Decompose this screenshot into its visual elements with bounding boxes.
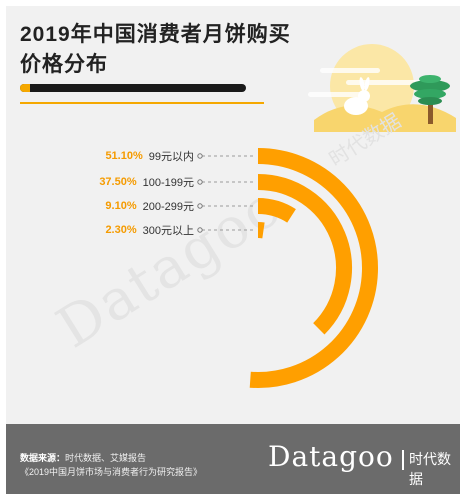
value-label: 51.10% bbox=[105, 150, 143, 162]
category-label-3: 2.30% 300元以上 bbox=[105, 222, 194, 238]
title-rule bbox=[20, 102, 264, 104]
category-label-1: 37.50% 100-199元 bbox=[99, 174, 194, 190]
report-name: 《2019中国月饼市场与消费者行为研究报告》 bbox=[20, 467, 203, 477]
category-name: 300元以上 bbox=[142, 225, 194, 237]
source-label: 数据来源： bbox=[20, 453, 66, 463]
value-label: 37.50% bbox=[99, 176, 137, 188]
source-line: 数据来源：时代数据、艾媒报告 bbox=[20, 451, 146, 464]
leader-dot-2 bbox=[197, 203, 203, 209]
chart-title: 2019年中国消费者月饼购买价格分布 bbox=[20, 23, 291, 76]
category-name: 200-299元 bbox=[142, 201, 194, 213]
chart-card: 2019年中国消费者月饼购买价格分布 Datagoo 时代数据 51.10% 99… bbox=[6, 6, 460, 424]
arc-bar-2 bbox=[257, 198, 296, 223]
brand-divider bbox=[402, 450, 404, 470]
arc-bar-0 bbox=[249, 148, 378, 388]
leader-dot-3 bbox=[197, 227, 203, 233]
rabbit-icon bbox=[344, 77, 370, 115]
leader-dot-1 bbox=[197, 179, 203, 185]
value-label: 2.30% bbox=[105, 224, 137, 236]
category-label-0: 51.10% 99元以内 bbox=[105, 148, 194, 164]
category-label-2: 9.10% 200-299元 bbox=[105, 198, 194, 214]
brand-cn: 时代数据 bbox=[409, 451, 451, 487]
arc-bar-1 bbox=[257, 174, 352, 335]
radial-bar-chart bbox=[197, 148, 378, 388]
category-name: 99元以内 bbox=[148, 151, 194, 163]
footer: 数据来源：时代数据、艾媒报告 《2019中国月饼市场与消费者行为研究报告》 Da… bbox=[6, 424, 460, 494]
category-name: 100-199元 bbox=[142, 177, 194, 189]
value-label: 9.10% bbox=[105, 200, 137, 212]
title-underline-accent bbox=[20, 84, 30, 92]
brand-logo: Datagoo bbox=[268, 440, 394, 473]
moon-rabbit-illustration bbox=[308, 44, 456, 132]
title-underline-bar bbox=[20, 84, 246, 92]
source-text: 时代数据、艾媒报告 bbox=[65, 453, 147, 463]
pine-tree-icon bbox=[410, 75, 450, 124]
leader-dot-0 bbox=[197, 153, 203, 159]
